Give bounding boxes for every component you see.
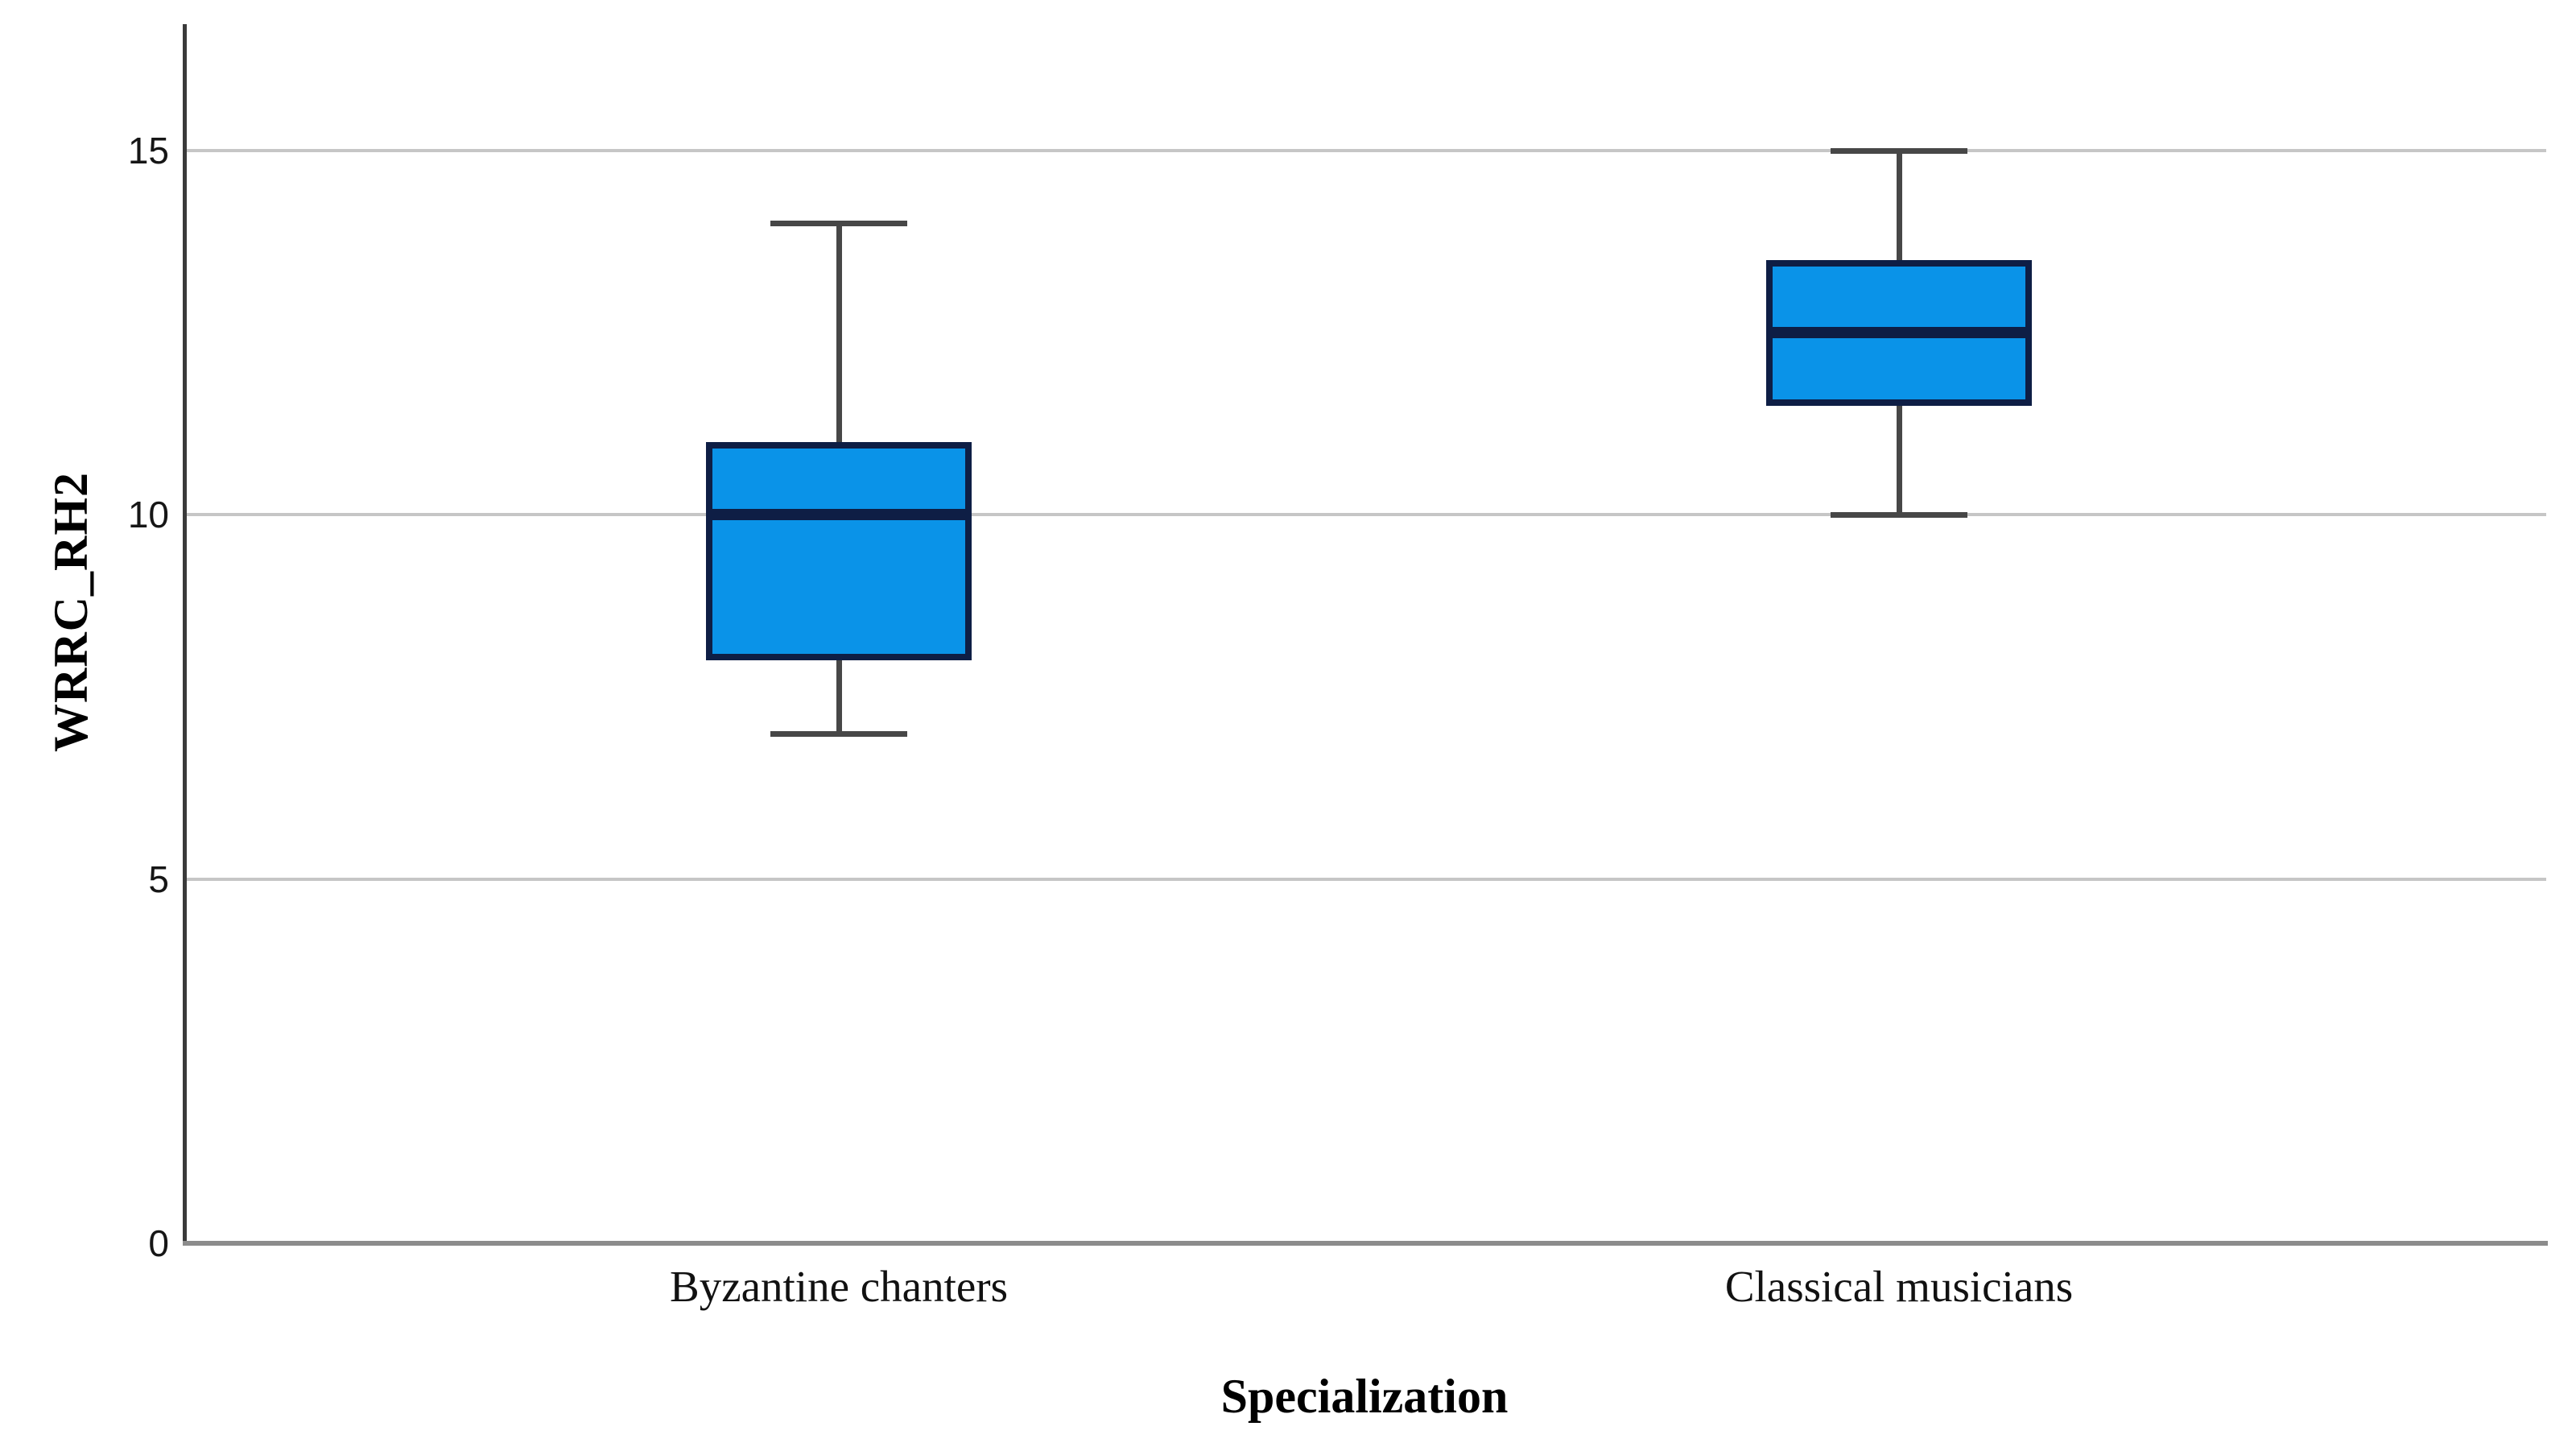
- lower-whisker-line: [1897, 405, 1902, 515]
- upper-whisker-line: [836, 223, 842, 442]
- y-tick-label-0: 0: [148, 1222, 169, 1264]
- upper-whisker-line: [1897, 150, 1902, 260]
- y-axis-title: WRRC_RH2: [23, 24, 119, 1200]
- gridline-y-15: [183, 148, 2546, 152]
- gridline-y-5: [183, 877, 2546, 881]
- y-tick-label-5: 5: [148, 858, 169, 900]
- lower-whisker-cap: [770, 730, 907, 737]
- y-axis-line: [183, 24, 187, 1245]
- lower-whisker-line: [836, 660, 842, 734]
- lower-whisker-cap: [1831, 512, 1967, 519]
- upper-whisker-cap: [1831, 147, 1967, 154]
- x-axis-title: Specialization: [1220, 1370, 1509, 1423]
- category-label-1: Byzantine chanters: [670, 1262, 1008, 1311]
- x-axis-baseline: [183, 1241, 2548, 1246]
- gridline-y-10: [183, 513, 2546, 517]
- category-label-2: Classical musicians: [1724, 1262, 2074, 1311]
- median-line: [1766, 327, 2032, 339]
- iqr-box: [706, 441, 972, 661]
- upper-whisker-cap: [770, 221, 907, 227]
- y-tick-label-15: 15: [127, 129, 169, 172]
- y-tick-label-10: 10: [127, 494, 169, 536]
- plot-area: [183, 24, 2546, 1243]
- median-line: [706, 509, 972, 521]
